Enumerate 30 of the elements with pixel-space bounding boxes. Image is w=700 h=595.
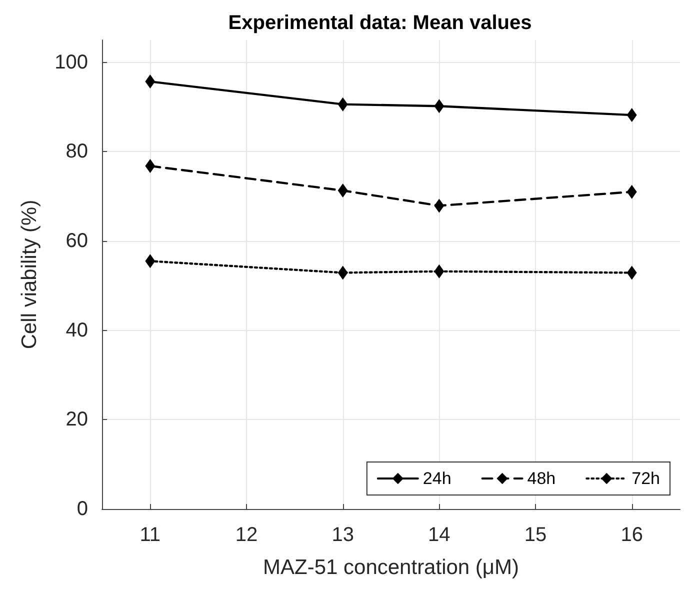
point bbox=[434, 99, 444, 114]
point bbox=[338, 97, 348, 112]
point bbox=[145, 254, 156, 268]
chart-title: Experimental data: Mean values bbox=[228, 12, 532, 34]
legend-label: 24h bbox=[422, 469, 452, 488]
y-axis-title: Cell viability (%) bbox=[18, 200, 41, 350]
y-tick-label: 0 bbox=[76, 498, 88, 520]
legend-label: 48h bbox=[527, 469, 556, 488]
x-tick-label: 14 bbox=[428, 524, 450, 546]
y-tick-label: 20 bbox=[66, 408, 88, 431]
y-tick-label: 100 bbox=[54, 51, 88, 74]
point bbox=[626, 184, 637, 199]
x-tick-label: 12 bbox=[235, 524, 258, 546]
point bbox=[434, 264, 444, 278]
y-tick-label: 60 bbox=[66, 230, 88, 252]
point bbox=[145, 158, 156, 173]
point bbox=[338, 266, 348, 280]
point bbox=[626, 108, 637, 122]
x-axis-title: MAZ-51 concentration (μM) bbox=[262, 556, 520, 579]
y-tick-label: 40 bbox=[66, 319, 88, 342]
x-tick-label: 11 bbox=[140, 524, 161, 546]
point bbox=[338, 184, 348, 198]
point bbox=[145, 74, 156, 89]
x-tick-label: 13 bbox=[332, 524, 354, 546]
point bbox=[626, 266, 637, 280]
x-tick-label: 16 bbox=[620, 524, 643, 546]
legend-label: 72h bbox=[632, 469, 660, 488]
y-tick-label: 80 bbox=[66, 140, 88, 163]
x-tick-label: 15 bbox=[524, 524, 547, 546]
point bbox=[434, 198, 444, 213]
